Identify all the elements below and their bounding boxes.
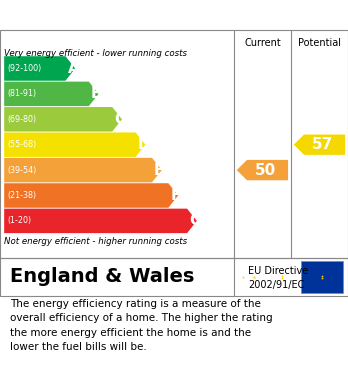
Polygon shape [237,160,288,180]
Text: (81-91): (81-91) [7,90,36,99]
Bar [301,261,343,293]
Text: EU Directive: EU Directive [248,266,308,276]
Text: Current: Current [244,38,281,48]
Text: C: C [114,112,126,127]
Polygon shape [4,183,178,208]
Polygon shape [4,209,197,233]
Text: Not energy efficient - higher running costs: Not energy efficient - higher running co… [4,237,187,246]
Polygon shape [4,56,75,81]
Text: D: D [138,137,150,152]
Text: (69-80): (69-80) [7,115,36,124]
Text: (1-20): (1-20) [7,216,31,225]
Text: E: E [154,163,165,178]
Text: Energy Efficiency Rating: Energy Efficiency Rating [10,6,239,24]
Text: The energy efficiency rating is a measure of the
overall efficiency of a home. T: The energy efficiency rating is a measur… [10,299,273,352]
Text: 2002/91/EC: 2002/91/EC [248,280,304,291]
Polygon shape [4,158,162,182]
Text: Very energy efficient - lower running costs: Very energy efficient - lower running co… [4,49,187,58]
Text: England & Wales: England & Wales [10,267,195,286]
Text: F: F [171,188,181,203]
Text: 57: 57 [311,137,333,152]
Polygon shape [4,107,122,131]
Text: (21-38): (21-38) [7,191,36,200]
Text: G: G [189,213,202,228]
Text: (92-100): (92-100) [7,64,41,73]
Text: Potential: Potential [298,38,341,48]
Text: (39-54): (39-54) [7,166,36,175]
Text: (55-68): (55-68) [7,140,36,149]
Text: B: B [91,86,103,101]
Text: A: A [68,61,79,76]
Polygon shape [294,135,345,155]
Text: 50: 50 [254,163,276,178]
Polygon shape [4,133,145,157]
Polygon shape [4,82,98,106]
